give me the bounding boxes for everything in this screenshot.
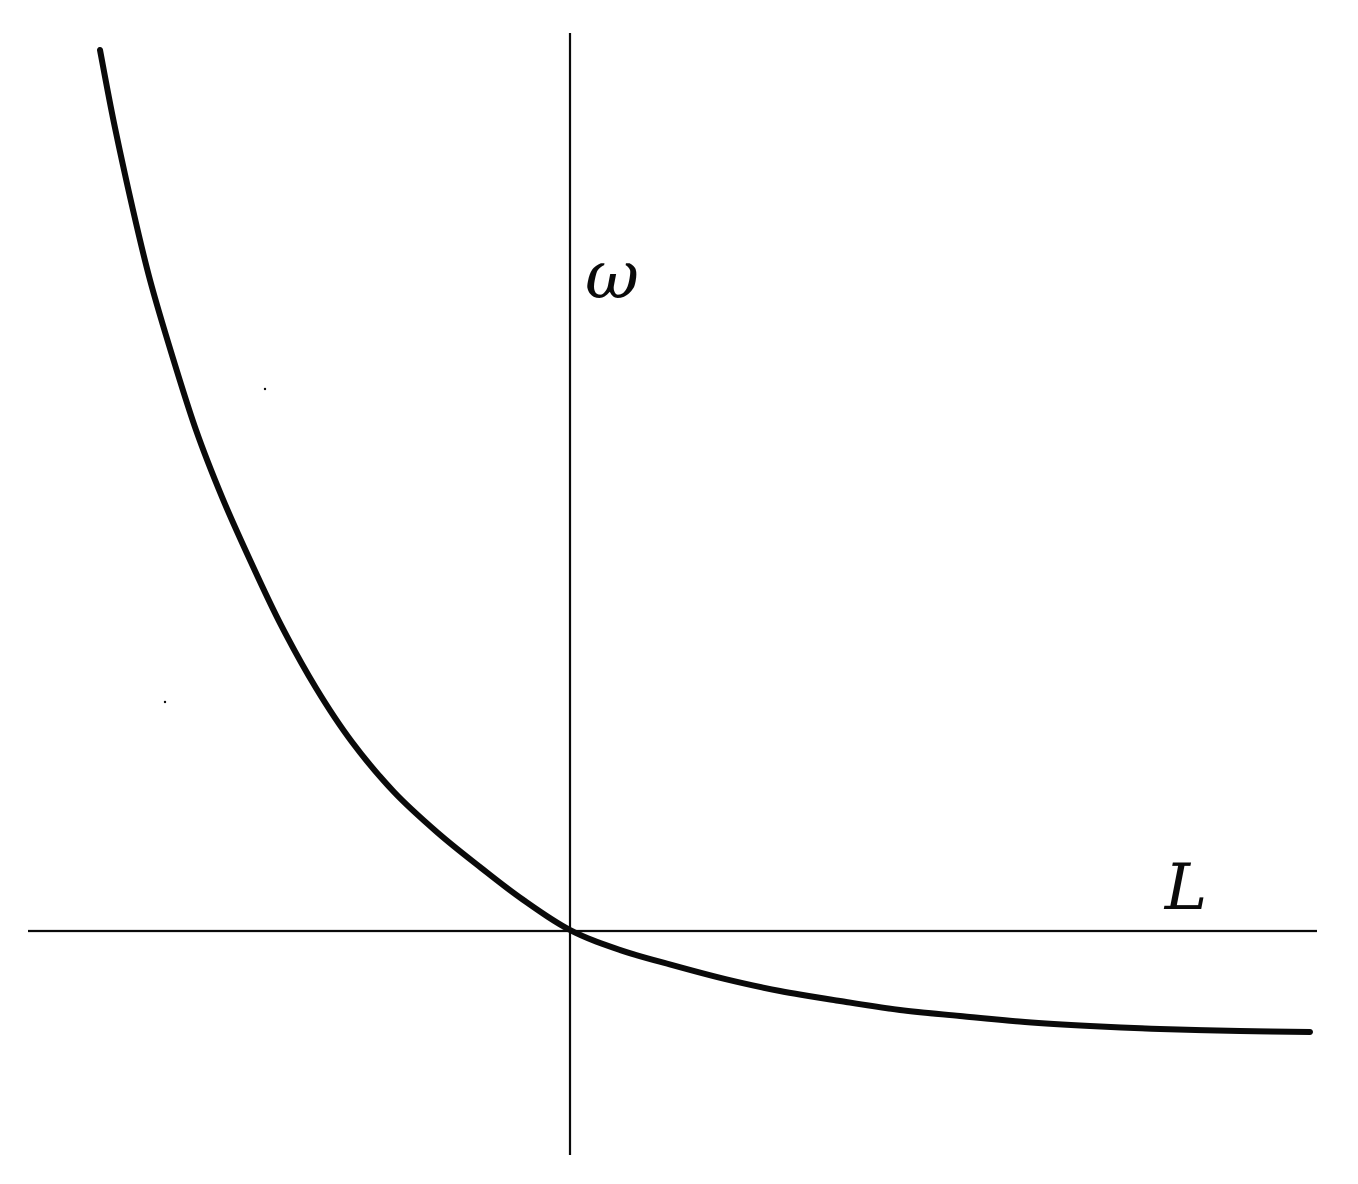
- scan-speck: [263, 387, 267, 391]
- curve-omega-of-L: [97, 47, 1313, 1035]
- scan-speck: [163, 700, 167, 704]
- x-axis-label-L: L: [1164, 851, 1208, 925]
- y-axis-label-omega: ω: [585, 237, 639, 314]
